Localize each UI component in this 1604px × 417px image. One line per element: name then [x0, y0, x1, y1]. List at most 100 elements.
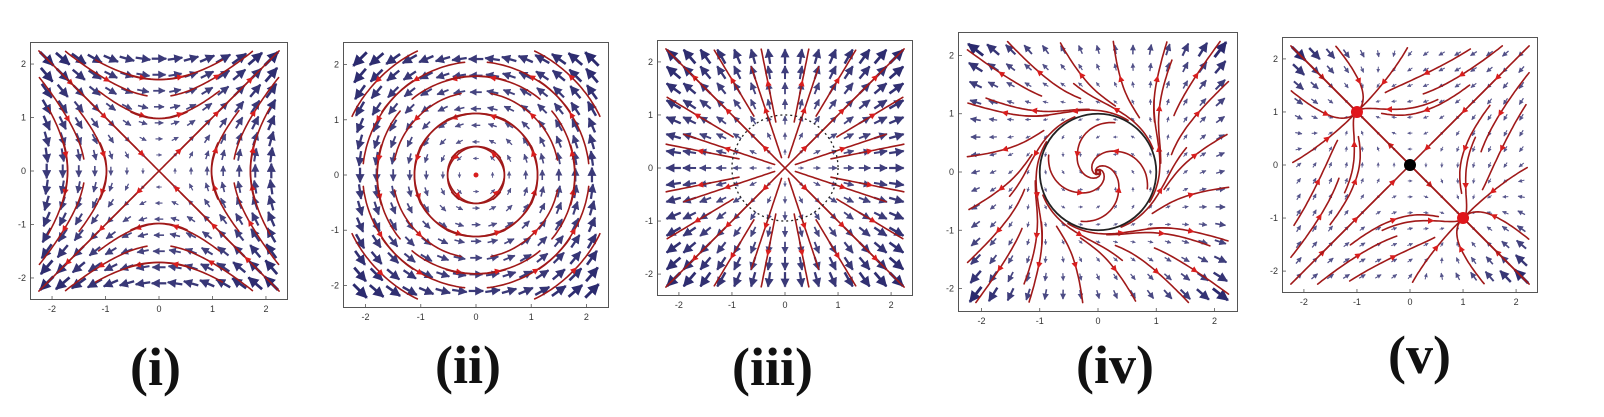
field-arrow — [828, 99, 837, 110]
field-arrow — [843, 271, 854, 288]
field-arrow — [828, 132, 838, 140]
field-arrow — [733, 65, 742, 80]
field-arrow — [971, 186, 981, 192]
x-tick-label: 0 — [473, 312, 478, 322]
streamline-arrow — [375, 75, 382, 83]
field-arrow — [103, 53, 119, 63]
streamline-arrow — [210, 222, 218, 230]
field-arrow — [1026, 238, 1031, 246]
streamline-arrow — [833, 251, 840, 260]
field-arrow — [989, 169, 997, 174]
field-arrow — [506, 154, 512, 163]
field-arrow — [1182, 187, 1189, 192]
field-arrow — [1211, 287, 1229, 302]
field-arrow — [813, 211, 821, 221]
field-arrow — [406, 202, 413, 214]
field-arrow — [389, 152, 397, 165]
field-arrow — [1488, 162, 1492, 169]
x-tick-label: -1 — [1036, 316, 1044, 326]
field-arrow — [87, 69, 102, 80]
streamline-arrow — [97, 261, 105, 268]
field-arrow — [1060, 256, 1065, 263]
streamline-arrow — [1033, 149, 1040, 157]
field-arrow — [1423, 242, 1429, 247]
streamline — [1059, 42, 1117, 107]
field-arrow — [75, 149, 83, 162]
x-tick-label: -1 — [417, 312, 425, 322]
streamline — [376, 110, 401, 206]
field-arrow — [169, 87, 182, 95]
field-arrow — [249, 244, 262, 259]
streamline — [249, 141, 271, 236]
field-arrow — [1327, 99, 1334, 104]
field-arrow — [1214, 60, 1227, 74]
streamlines — [966, 40, 1230, 304]
streamline-arrow — [63, 115, 70, 123]
plot-frame — [958, 32, 1238, 312]
field-arrow — [969, 270, 982, 284]
field-arrow — [1078, 117, 1083, 121]
field-arrow — [1517, 210, 1526, 216]
field-arrow — [1164, 239, 1172, 244]
field-arrow — [267, 211, 277, 227]
field-arrow — [843, 116, 854, 125]
field-arrow — [796, 48, 806, 65]
field-arrow — [970, 253, 982, 265]
field-arrow — [716, 82, 727, 95]
field-arrow — [372, 217, 381, 232]
field-arrow — [1391, 195, 1397, 199]
streamline-arrow — [173, 185, 181, 193]
streamline — [1292, 114, 1355, 164]
field-arrow — [858, 196, 871, 204]
streamline — [815, 49, 857, 117]
field-arrow — [423, 187, 429, 197]
field-arrow — [1061, 222, 1066, 227]
field-arrow — [716, 256, 727, 271]
field-arrow — [888, 99, 905, 110]
streamline-arrow — [491, 151, 498, 159]
field-arrow — [139, 200, 147, 206]
field-arrow — [586, 100, 598, 117]
field-arrow — [536, 87, 549, 98]
field-arrow — [1327, 257, 1334, 264]
x-tick-label: 0 — [156, 304, 161, 314]
streamline-arrow — [172, 224, 180, 231]
field-arrow — [121, 231, 133, 239]
field-arrow — [682, 241, 697, 254]
y-tick-label: 0 — [648, 163, 653, 173]
field-arrow — [813, 149, 821, 155]
field-arrow — [517, 54, 534, 64]
field-arrow — [1130, 273, 1136, 281]
field-arrow — [388, 235, 399, 248]
field-arrow — [1044, 152, 1048, 158]
field-arrow — [1164, 256, 1172, 262]
field-arrow — [968, 61, 984, 73]
field-arrow — [748, 48, 758, 65]
streamline-arrow — [839, 183, 847, 190]
field-arrow — [488, 222, 498, 228]
field-arrow — [137, 103, 149, 110]
field-arrow — [1407, 258, 1413, 263]
streamline-arrow — [730, 76, 737, 85]
field-arrow — [1487, 178, 1492, 184]
field-arrow — [750, 226, 757, 238]
field-arrow — [749, 82, 757, 95]
streamline-arrow — [866, 148, 874, 155]
field-arrow — [139, 136, 147, 142]
field-arrow — [1130, 223, 1136, 227]
streamline — [47, 106, 69, 201]
field-arrow — [137, 87, 150, 95]
x-tick-label: 1 — [529, 312, 534, 322]
field-arrow — [1407, 226, 1414, 231]
field-arrow — [1215, 186, 1226, 193]
field-arrow — [1215, 115, 1226, 124]
y-tick-label: -1 — [18, 219, 26, 229]
field-arrow — [353, 67, 367, 84]
field-arrow — [266, 114, 276, 131]
y-tick-label: 1 — [949, 109, 954, 119]
streamline-arrow — [798, 249, 805, 257]
field-arrow — [1147, 222, 1154, 227]
streamline-arrow — [800, 183, 808, 191]
field-arrow — [554, 119, 563, 132]
field-arrow — [88, 246, 101, 257]
